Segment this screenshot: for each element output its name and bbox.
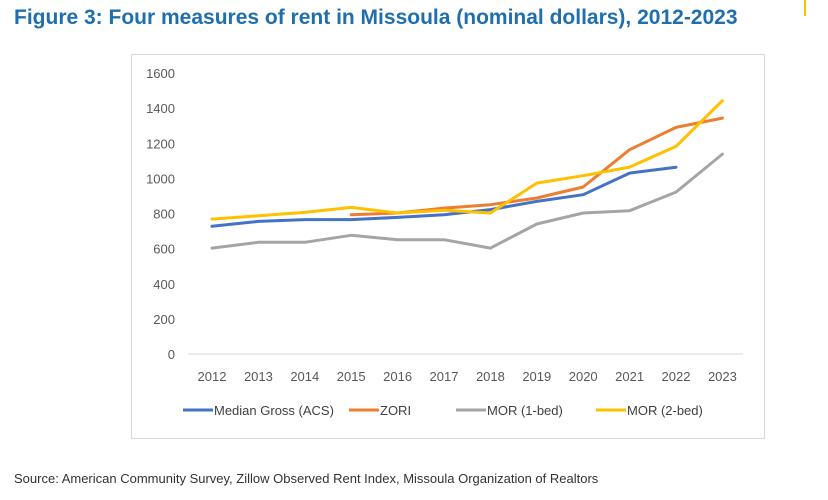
x-tick-label: 2017 bbox=[430, 369, 459, 384]
y-tick-label: 1600 bbox=[146, 66, 175, 81]
figure-title: Figure 3: Four measures of rent in Misso… bbox=[14, 6, 738, 29]
x-tick-label: 2018 bbox=[476, 369, 505, 384]
y-tick-label: 600 bbox=[153, 242, 175, 257]
legend-label: Median Gross (ACS) bbox=[214, 403, 334, 418]
y-tick-label: 1200 bbox=[146, 136, 175, 151]
x-tick-label: 2020 bbox=[569, 369, 598, 384]
legend-label: MOR (1-bed) bbox=[487, 403, 563, 418]
chart-frame bbox=[131, 54, 765, 439]
accent-bar bbox=[804, 0, 806, 16]
x-tick-label: 2022 bbox=[662, 369, 691, 384]
y-tick-label: 800 bbox=[153, 207, 175, 222]
x-tick-label: 2016 bbox=[383, 369, 412, 384]
y-tick-label: 400 bbox=[153, 277, 175, 292]
y-tick-label: 200 bbox=[153, 312, 175, 327]
y-tick-label: 0 bbox=[168, 347, 175, 362]
series-line-mor-1-bed bbox=[210, 152, 724, 250]
x-tick-label: 2019 bbox=[522, 369, 551, 384]
x-tick-label: 2023 bbox=[708, 369, 737, 384]
x-tick-label: 2014 bbox=[290, 369, 319, 384]
legend-label: ZORI bbox=[380, 403, 411, 418]
series-line-mor-2-bed bbox=[210, 99, 724, 221]
legend-label: MOR (2-bed) bbox=[627, 403, 703, 418]
source-note: Source: American Community Survey, Zillo… bbox=[14, 471, 599, 486]
series-line-median-gross-acs bbox=[210, 165, 678, 228]
y-tick-label: 1400 bbox=[146, 101, 175, 116]
x-tick-label: 2012 bbox=[198, 369, 227, 384]
x-tick-label: 2013 bbox=[244, 369, 273, 384]
y-tick-label: 1000 bbox=[146, 171, 175, 186]
x-tick-label: 2021 bbox=[615, 369, 644, 384]
x-tick-label: 2015 bbox=[337, 369, 366, 384]
